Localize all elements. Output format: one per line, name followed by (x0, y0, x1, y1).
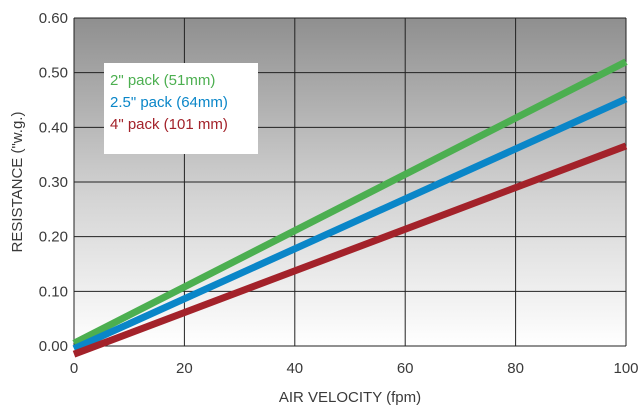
y-tick-label: 0.50 (39, 65, 68, 82)
legend-label: 2" pack (51mm) (110, 72, 215, 89)
legend-label: 4" pack (101 mm) (110, 116, 228, 133)
series-line (72, 58, 628, 347)
series-line (72, 142, 628, 358)
y-tick-label: 0.00 (39, 338, 68, 355)
legend-box (104, 63, 258, 154)
x-tick-label: 100 (613, 360, 638, 377)
legend-label: 2.5" pack (64mm) (110, 94, 228, 111)
legend: 2" pack (51mm) 2.5" pack (64mm) 4" pack (1… (104, 63, 258, 154)
y-axis-title: RESISTANCE ("w.g.) (9, 112, 26, 253)
y-tick-label: 0.60 (39, 10, 68, 27)
x-axis-title: AIR VELOCITY (fpm) (279, 389, 421, 406)
x-tick-label: 20 (176, 360, 193, 377)
y-tick-label: 0.10 (39, 283, 68, 300)
y-tick-label: 0.30 (39, 174, 68, 191)
x-tick-label: 40 (286, 360, 303, 377)
x-tick-label: 80 (507, 360, 524, 377)
series-line (72, 95, 628, 352)
y-tick-label: 0.40 (39, 119, 68, 136)
x-tick-label: 0 (70, 360, 78, 377)
y-tick-label: 0.20 (39, 229, 68, 246)
x-tick-label: 60 (397, 360, 414, 377)
